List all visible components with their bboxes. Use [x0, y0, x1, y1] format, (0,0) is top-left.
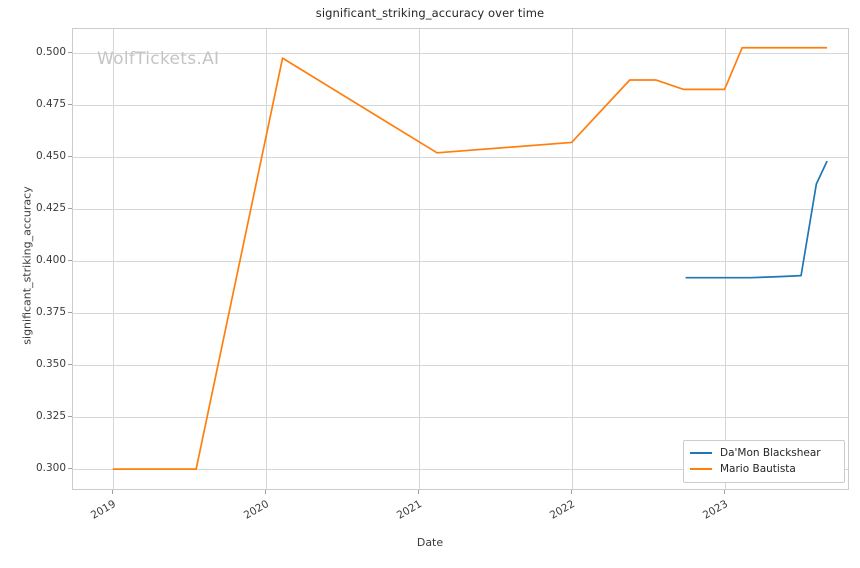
y-tick-mark: [68, 103, 72, 105]
gridline-horizontal: [73, 261, 848, 263]
gridline-horizontal: [73, 52, 848, 54]
series-line: [112, 46, 828, 470]
y-tick-label: 0.325: [35, 410, 66, 423]
x-tick-mark: [723, 490, 725, 494]
legend-item-label: Mario Bautista: [720, 463, 796, 475]
legend-item-label: Da'Mon Blackshear: [720, 447, 821, 459]
x-tick-label: 2023: [700, 498, 730, 522]
legend-swatch-line: [690, 468, 712, 470]
gridline-horizontal: [73, 104, 848, 106]
gridline-horizontal: [73, 313, 848, 315]
y-tick-mark: [68, 208, 72, 209]
gridline-vertical: [571, 29, 573, 489]
gridline-horizontal: [73, 469, 848, 471]
legend-swatch-line: [690, 452, 712, 454]
y-tick-label: 0.400: [35, 254, 66, 267]
gridline-vertical: [265, 29, 267, 489]
gridline-horizontal: [73, 156, 848, 158]
x-tick-mark: [264, 490, 266, 494]
y-tick-mark: [68, 364, 72, 366]
gridline-horizontal: [73, 365, 848, 367]
x-tick-mark: [417, 490, 419, 494]
gridline-horizontal: [73, 417, 848, 419]
y-tick-label: 0.425: [35, 202, 66, 214]
x-tick-mark: [111, 490, 113, 494]
gridline-vertical: [724, 29, 726, 489]
y-axis-ticks: 0.300 0.325 0.350 0.375 0.400 0.425 0.450 0.475…: [0, 28, 72, 490]
legend-item: Da'Mon Blackshear: [690, 445, 838, 461]
y-tick-label: 0.350: [35, 358, 66, 371]
chart-title: significant_striking_accuracy over time: [315, 6, 545, 20]
x-axis-label: Date: [416, 536, 444, 549]
y-tick-label: 0.300: [35, 462, 66, 475]
series-lines: [112, 46, 828, 470]
legend[interactable]: Da'Mon Blackshear Mario Bautista: [683, 440, 845, 483]
legend-item: Mario Bautista: [690, 461, 838, 477]
y-tick-mark: [68, 260, 72, 262]
plot-area: WolfTickets.AI: [72, 28, 849, 490]
y-tick-mark: [68, 416, 72, 418]
y-axis-label: significant_striking_accuracy: [20, 186, 34, 345]
x-tick-label: 2022: [547, 498, 577, 522]
series-line: [685, 160, 828, 279]
x-tick-label: 2019: [88, 498, 118, 522]
x-tick-label: 2021: [394, 498, 424, 522]
x-tick-mark: [570, 490, 572, 494]
y-tick-mark: [68, 155, 72, 157]
y-tick-mark: [68, 468, 72, 470]
gridline-horizontal: [73, 209, 848, 210]
x-axis-ticks: 2019 2020 2021 2022 2023: [0, 490, 860, 535]
gridline-vertical: [112, 29, 114, 489]
y-tick-label: 0.475: [35, 97, 66, 110]
gridline-vertical: [418, 29, 420, 489]
x-tick-label: 2020: [241, 498, 271, 522]
y-tick-label: 0.500: [35, 45, 66, 58]
y-tick-mark: [68, 51, 72, 53]
y-tick-mark: [68, 312, 72, 314]
y-tick-label: 0.375: [35, 306, 66, 319]
y-tick-label: 0.450: [35, 149, 66, 162]
